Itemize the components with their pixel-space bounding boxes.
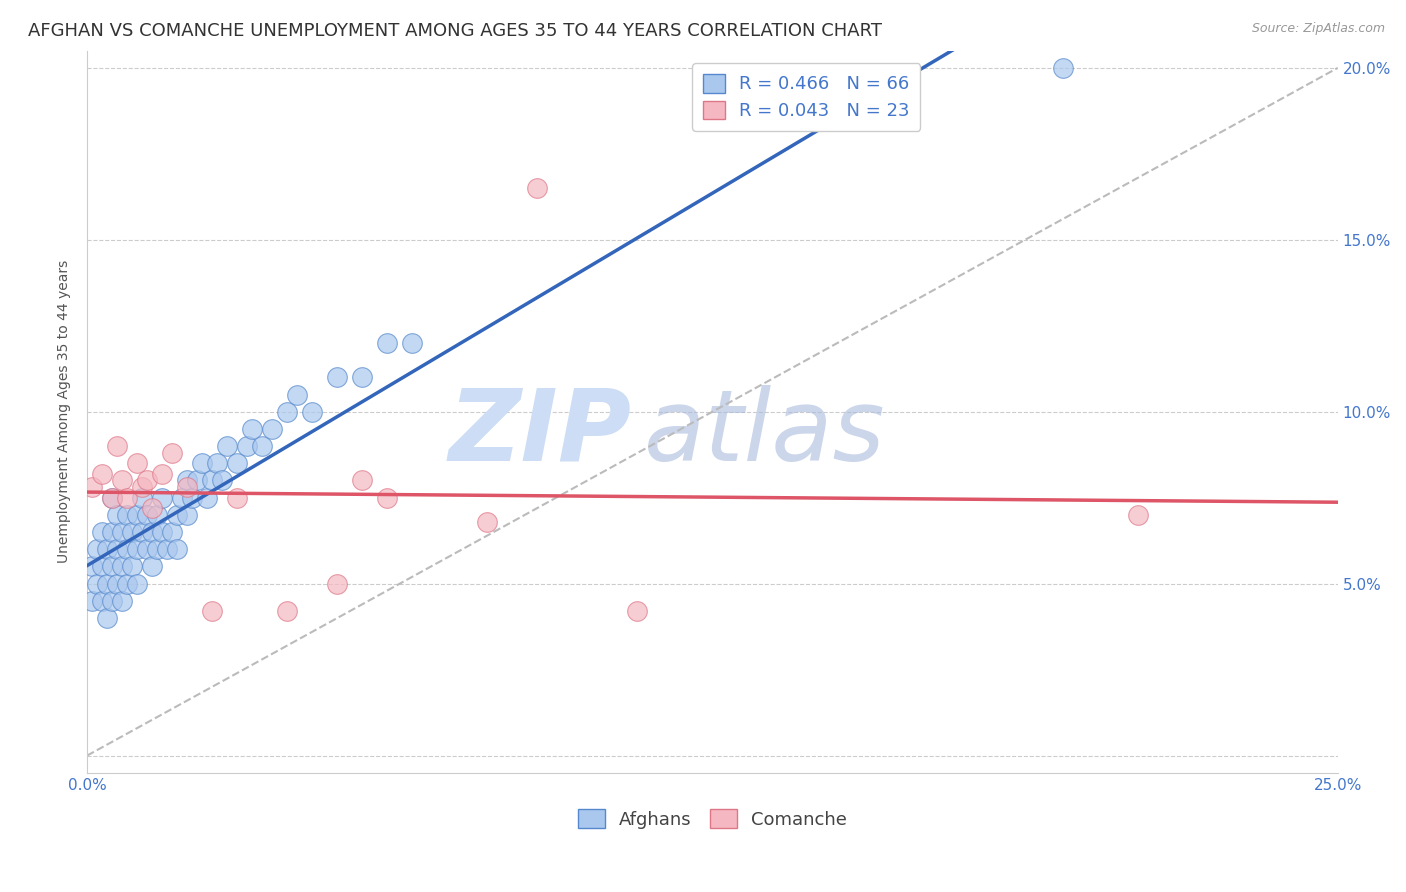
Point [150,524,173,539]
Point [101,491,124,505]
Point [352,370,374,384]
Point [127,576,149,591]
Point [217,439,239,453]
Point [131,491,153,505]
Point [127,456,149,470]
Point [401,335,423,350]
Point [82,559,104,574]
Point [176,480,198,494]
Text: ZIP: ZIP [449,384,631,482]
Point [121,524,143,539]
Point [101,491,124,505]
Point [105,576,128,591]
Point [236,439,259,453]
Point [156,542,179,557]
Point [105,542,128,557]
Point [1126,508,1149,522]
Point [91,524,114,539]
Point [526,181,548,195]
Point [96,611,118,625]
Point [252,439,274,453]
Point [121,559,143,574]
Point [285,387,308,401]
Point [101,559,124,574]
Point [166,508,188,522]
Point [172,491,194,505]
Point [150,491,173,505]
Point [136,474,159,488]
Point [96,542,118,557]
Point [211,474,233,488]
Point [101,594,124,608]
Text: AFGHAN VS COMANCHE UNEMPLOYMENT AMONG AGES 35 TO 44 YEARS CORRELATION CHART: AFGHAN VS COMANCHE UNEMPLOYMENT AMONG AG… [28,22,882,40]
Point [91,467,114,481]
Point [111,524,134,539]
Point [127,542,149,557]
Point [160,524,183,539]
Point [136,508,159,522]
Point [111,474,134,488]
Point [226,491,249,505]
Point [141,524,163,539]
Point [477,515,499,529]
Point [115,491,138,505]
Point [105,439,128,453]
Point [1052,61,1074,75]
Text: Source: ZipAtlas.com: Source: ZipAtlas.com [1251,22,1385,36]
Point [91,594,114,608]
Point [141,559,163,574]
Point [131,480,153,494]
Point [91,559,114,574]
Point [276,604,298,618]
Point [276,405,298,419]
Point [301,405,323,419]
Point [82,480,104,494]
Point [176,474,198,488]
Point [127,508,149,522]
Point [195,491,218,505]
Point [150,467,173,481]
Point [326,370,349,384]
Point [105,508,128,522]
Point [136,542,159,557]
Point [86,576,108,591]
Point [101,524,124,539]
Point [131,524,153,539]
Point [82,594,104,608]
Point [115,576,138,591]
Point [111,559,134,574]
Legend: Afghans, Comanche: Afghans, Comanche [571,802,855,836]
Point [326,576,349,591]
Point [205,456,228,470]
Point [146,542,169,557]
Point [240,422,263,436]
Point [626,604,648,618]
Point [191,456,214,470]
Point [201,474,224,488]
Point [146,508,169,522]
Y-axis label: Unemployment Among Ages 35 to 44 years: Unemployment Among Ages 35 to 44 years [58,260,72,564]
Point [141,500,163,515]
Point [186,474,208,488]
Point [352,474,374,488]
Text: atlas: atlas [644,384,886,482]
Point [96,576,118,591]
Point [115,508,138,522]
Point [160,446,183,460]
Point [166,542,188,557]
Point [262,422,284,436]
Point [375,491,398,505]
Point [115,542,138,557]
Point [201,604,224,618]
Point [181,491,204,505]
Point [111,594,134,608]
Point [375,335,398,350]
Point [226,456,249,470]
Point [86,542,108,557]
Point [176,508,198,522]
